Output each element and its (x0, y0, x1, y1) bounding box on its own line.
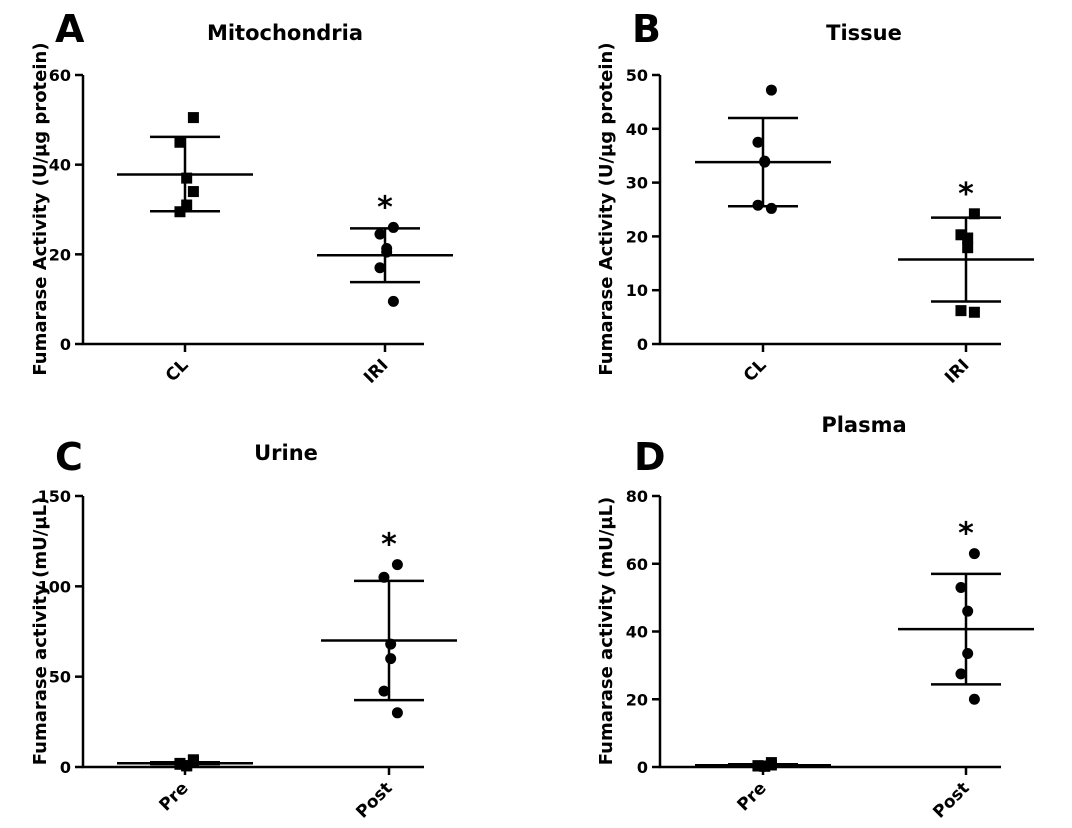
x-category-label: IRI (941, 355, 973, 387)
panel-b-marks: 0 10 20 30 40 50 CL IRI * (626, 66, 1034, 388)
data-point-circle (955, 581, 967, 593)
y-tick-label: 50 (49, 668, 71, 687)
panel-c-urine: C Urine Fumarase activity (mU/µL) 0 50 100… (30, 435, 457, 823)
y-tick-label: 0 (637, 758, 648, 777)
significance-marker: * (958, 517, 974, 552)
data-point-square (955, 229, 967, 241)
data-point-circle (752, 199, 764, 211)
y-tick-label: 40 (49, 156, 71, 175)
panel-d-plasma: D Plasma Fumarase activity (mU/µL) 0 20 40… (596, 413, 1034, 823)
data-point-square (765, 757, 777, 769)
x-category-label: IRI (360, 355, 392, 387)
y-axis-label-d: Fumarase activity (mU/µL) (596, 497, 617, 766)
data-point-square (955, 305, 967, 317)
significance-marker: * (377, 190, 393, 225)
data-point-square (174, 136, 186, 148)
x-category-label: CL (162, 355, 193, 386)
data-point-square (181, 172, 193, 184)
y-tick-label: 80 (626, 487, 648, 506)
data-point-square (962, 232, 974, 244)
panel-a-mitochondria: A Mitochondria Fumarase Activity (U/µg p… (30, 7, 453, 388)
significance-marker: * (381, 528, 397, 563)
y-tick-label: 20 (626, 690, 648, 709)
x-category-label: Post (352, 778, 396, 822)
data-point-circle (752, 136, 764, 148)
significance-marker: * (958, 177, 974, 212)
data-point-circle (378, 571, 390, 583)
data-point-square (968, 306, 980, 318)
panel-letter-d: D (634, 435, 666, 479)
x-category-label: Pre (734, 778, 771, 815)
data-point-square (752, 760, 764, 772)
y-tick-label: 40 (626, 120, 648, 139)
y-tick-label: 10 (626, 281, 648, 300)
data-point-circle (391, 707, 403, 719)
panel-letter-a: A (55, 7, 85, 51)
data-point-circle (968, 548, 980, 560)
data-point-circle (759, 156, 771, 168)
panel-title-c: Urine (254, 441, 318, 465)
data-point-square (968, 208, 980, 220)
panel-letter-c: C (55, 435, 83, 479)
data-point-circle (962, 605, 974, 617)
data-point-circle (962, 648, 974, 660)
data-point-square (181, 760, 193, 772)
data-point-circle (374, 262, 386, 274)
data-point-circle (378, 685, 390, 697)
data-point-square (759, 760, 771, 772)
data-point-circle (385, 653, 397, 665)
x-category-label: Pre (156, 778, 193, 815)
panel-a-marks: 0 20 40 60 CL IRI * (49, 66, 453, 388)
data-point-square (174, 206, 186, 218)
y-tick-label: 40 (626, 623, 648, 642)
x-category-label: Post (929, 778, 973, 822)
panel-title-a: Mitochondria (207, 21, 363, 45)
y-tick-label: 30 (626, 174, 648, 193)
panel-c-marks: 0 50 100 150 Pre Post * (38, 487, 457, 823)
y-tick-label: 100 (38, 577, 71, 596)
panel-d-marks: 0 20 40 60 80 Pre Post * (626, 487, 1034, 823)
data-point-circle (387, 221, 399, 233)
data-point-circle (387, 295, 399, 307)
data-point-circle (385, 638, 397, 650)
x-category-label: CL (740, 355, 771, 386)
data-point-circle (955, 668, 967, 680)
data-point-square (187, 186, 199, 198)
panel-b-tissue: B Tissue Fumarase Activity (U/µg protein… (596, 7, 1034, 388)
panel-title-b: Tissue (826, 21, 902, 45)
y-tick-label: 0 (637, 335, 648, 354)
data-point-circle (374, 228, 386, 240)
y-tick-label: 60 (49, 66, 71, 85)
y-tick-label: 0 (60, 335, 71, 354)
data-point-square (187, 754, 199, 766)
data-point-square (181, 199, 193, 211)
y-axis-label-b: Fumarase Activity (U/µg protein) (596, 42, 617, 375)
y-axis-label-a: Fumarase Activity (U/µg protein) (30, 42, 51, 375)
y-tick-label: 150 (38, 487, 71, 506)
panel-letter-b: B (632, 7, 661, 51)
data-point-circle (765, 202, 777, 214)
data-point-square (174, 757, 186, 769)
y-tick-label: 50 (626, 66, 648, 85)
data-point-circle (968, 693, 980, 705)
y-tick-label: 20 (626, 227, 648, 246)
y-tick-label: 60 (626, 555, 648, 574)
y-tick-label: 0 (60, 758, 71, 777)
y-axis-label-c: Fumarase activity (mU/µL) (30, 497, 51, 766)
data-point-circle (391, 559, 403, 571)
data-point-square (962, 242, 974, 254)
y-tick-label: 20 (49, 245, 71, 264)
data-point-circle (381, 246, 393, 258)
panel-title-d: Plasma (821, 413, 906, 437)
data-point-square (187, 112, 199, 124)
data-point-circle (765, 84, 777, 96)
